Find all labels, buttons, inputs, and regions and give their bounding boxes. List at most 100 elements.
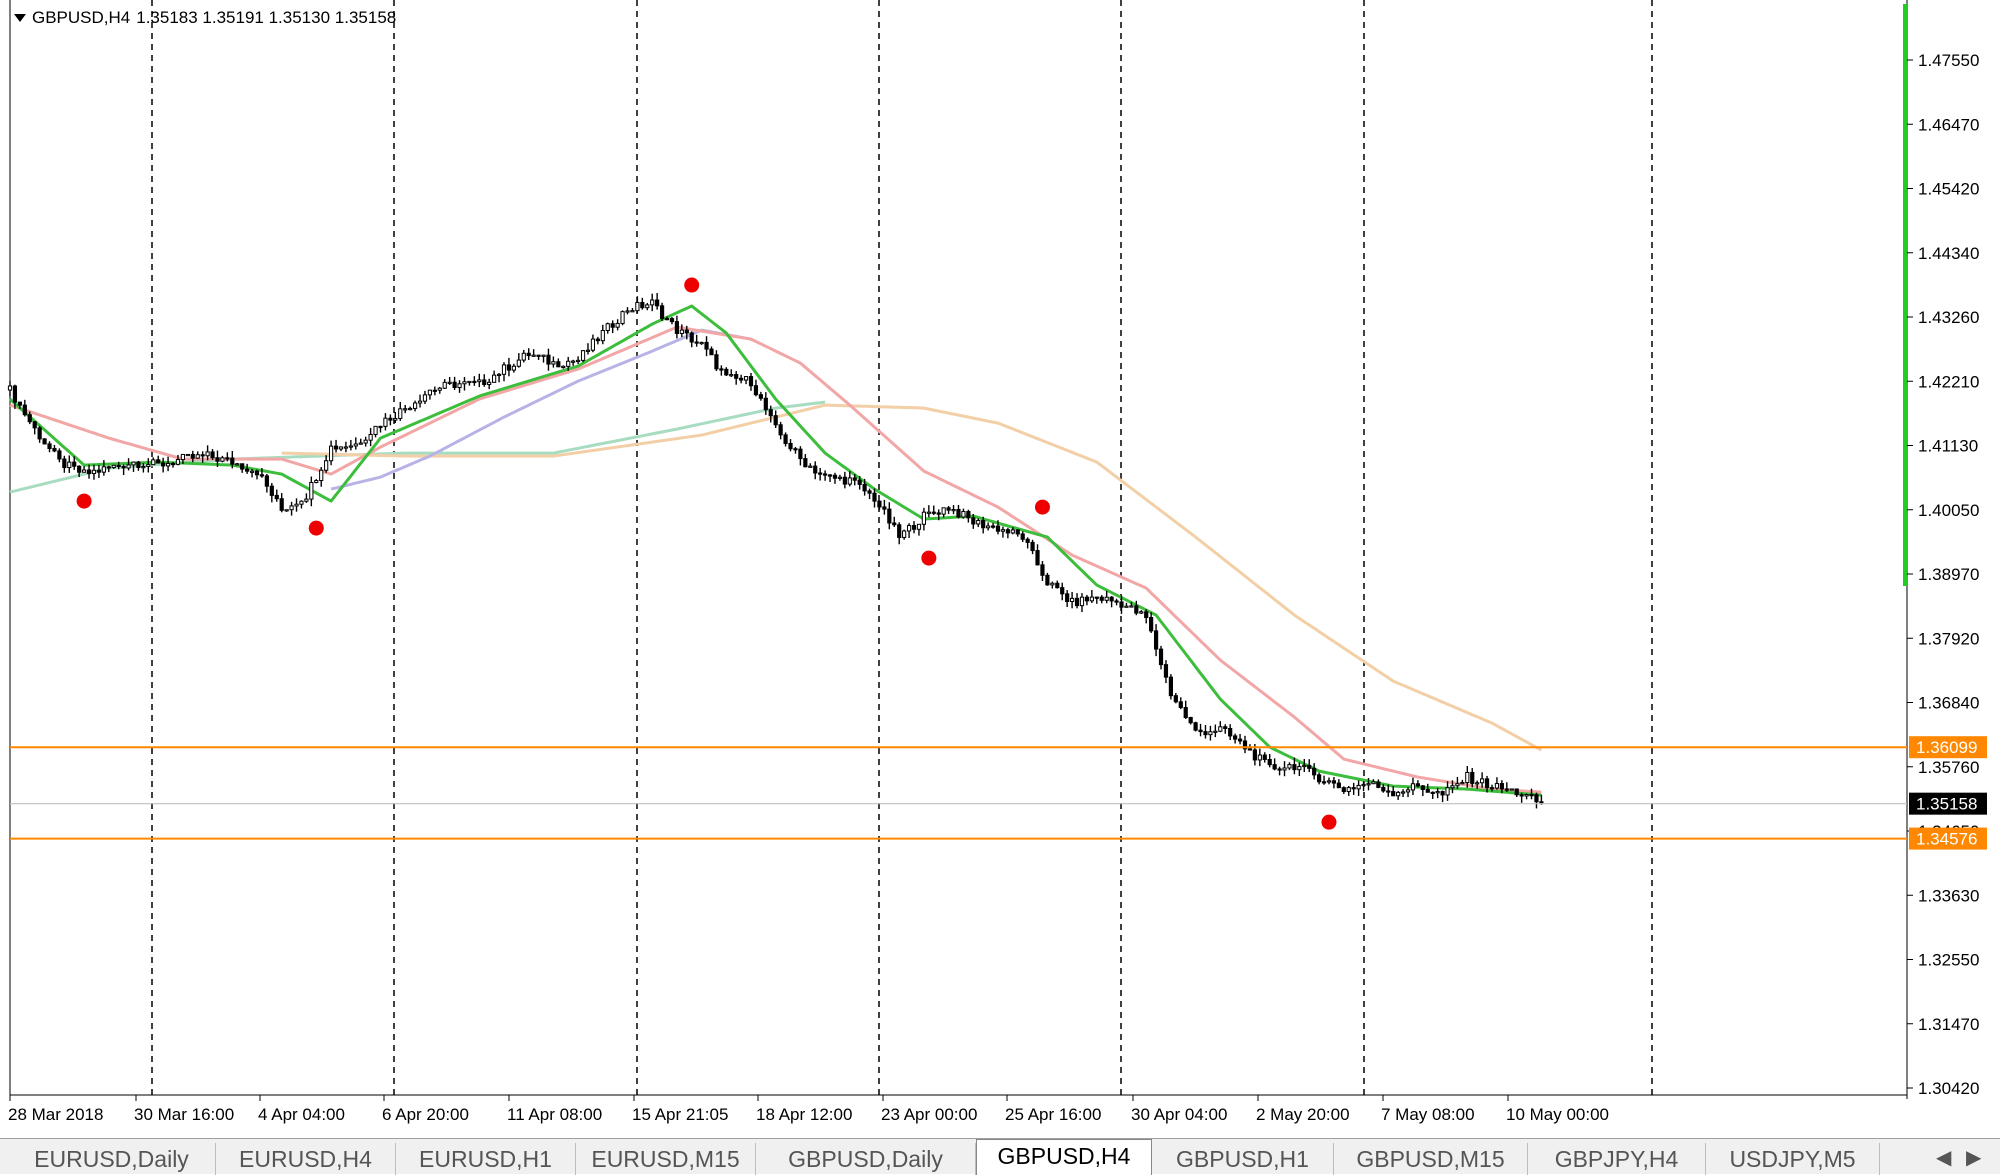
candle	[655, 293, 660, 310]
candle-body-bull	[941, 507, 946, 515]
candle-body-bear	[694, 341, 699, 344]
collapse-arrow-icon[interactable]	[14, 14, 26, 22]
candle-body-bull	[467, 380, 472, 384]
candle	[946, 505, 951, 514]
candle-body-bull	[329, 445, 334, 462]
candle-body-bull	[625, 310, 630, 313]
candle-body-bear	[1193, 722, 1198, 731]
candle	[1539, 794, 1544, 805]
chart-tab[interactable]: GBPJPY,H4	[1528, 1143, 1706, 1175]
chart-tab[interactable]: GBPUSD,Daily	[756, 1143, 976, 1175]
candle-body-bear	[1386, 790, 1391, 793]
candle-body-bear	[1163, 664, 1169, 678]
candle	[753, 379, 759, 397]
arrow-left-icon[interactable]: ◀	[1936, 1147, 1952, 1169]
candle	[931, 505, 936, 516]
chart-tab[interactable]: EURUSD,H4	[216, 1143, 396, 1175]
time-tick-label: 7 May 08:00	[1381, 1105, 1475, 1124]
candle	[1514, 788, 1519, 797]
candle	[1010, 527, 1015, 535]
candle-body-bull	[358, 442, 363, 445]
candle	[1228, 724, 1233, 741]
price-chart-canvas[interactable]: 1.47550 1.46470 1.45420 1.44340 1.43260 1.422…	[0, 0, 2000, 1138]
candle	[67, 455, 72, 473]
candle-body-bear	[892, 522, 897, 526]
candle-body-bear	[1084, 596, 1090, 602]
candle	[1297, 762, 1302, 776]
ohlc-values: 1.35183 1.35191 1.35130 1.35158	[136, 8, 397, 27]
candle	[566, 356, 571, 371]
candle-body-bear	[1030, 541, 1035, 552]
candle	[1074, 593, 1080, 609]
time-tick-label: 25 Apr 16:00	[1005, 1105, 1101, 1124]
candle-body-bear	[1040, 564, 1045, 576]
time-tick-label: 30 Mar 16:00	[134, 1105, 234, 1124]
candle	[580, 349, 586, 363]
chart-tab[interactable]: EURUSD,H1	[396, 1143, 576, 1175]
chart-tab[interactable]: GBPUSD,H4	[976, 1139, 1152, 1175]
candle-body-bull	[91, 469, 97, 475]
candle	[526, 348, 531, 360]
candle	[467, 380, 472, 386]
chart-tab[interactable]: USDJPY,M5	[1706, 1143, 1880, 1175]
candle	[210, 449, 215, 460]
candle	[1119, 595, 1124, 614]
candle-body-bull	[353, 443, 358, 447]
chart-tab[interactable]: EURUSD,Daily	[8, 1143, 216, 1175]
candle	[319, 467, 324, 487]
candle-body-bull	[1509, 788, 1514, 791]
candle	[1040, 560, 1045, 582]
candle-body-bear	[506, 364, 512, 371]
arrow-right-icon[interactable]: ▶	[1966, 1147, 1982, 1169]
candle-body-bull	[566, 360, 571, 367]
candle	[72, 456, 77, 470]
candle-body-bull	[1494, 783, 1500, 789]
chart-tab[interactable]: GBPUSD,M15	[1334, 1143, 1528, 1175]
candle	[956, 504, 961, 519]
candle	[452, 376, 457, 390]
candle	[1134, 600, 1139, 616]
price-tick-label: 1.36840	[1918, 694, 1979, 713]
chart-tab[interactable]: GBPUSD,H1	[1152, 1143, 1334, 1175]
candle-body-bull	[131, 461, 136, 466]
candle	[1366, 778, 1371, 791]
candle-body-bull	[1445, 787, 1450, 796]
candle-body-bull	[1010, 529, 1015, 534]
candle	[77, 465, 82, 478]
chart-tab[interactable]: EURUSD,M15	[576, 1143, 756, 1175]
chart-window[interactable]: 1.47550 1.46470 1.45420 1.44340 1.43260 1.422…	[0, 0, 2000, 1138]
candle-body-bull	[679, 329, 684, 334]
candle-body-bull	[151, 459, 156, 466]
candle-body-bear	[27, 414, 32, 423]
candle	[936, 509, 941, 521]
candle	[986, 522, 991, 531]
candle	[906, 523, 912, 539]
candle-body-bear	[1376, 781, 1381, 788]
level-price-badge	[1909, 827, 1987, 850]
candle-body-bear	[689, 332, 694, 343]
candle	[32, 421, 37, 435]
candle	[1070, 591, 1075, 609]
candle	[215, 450, 220, 467]
candle-body-bull	[1129, 605, 1134, 608]
candle-body-bull	[437, 387, 442, 391]
candle	[1405, 787, 1411, 798]
time-tick-label: 28 Mar 2018	[8, 1105, 103, 1124]
candle	[501, 362, 507, 382]
candle-body-bear	[536, 354, 541, 357]
candle-body-bull	[1396, 791, 1401, 797]
candle-body-bear	[37, 427, 42, 440]
candle	[190, 450, 195, 463]
candle-body-bull	[576, 359, 581, 363]
candle-body-bear	[1055, 582, 1060, 589]
candle-body-bear	[1267, 758, 1272, 766]
price-tick-label: 1.46470	[1918, 115, 1979, 134]
candle	[832, 472, 838, 484]
candle-body-bull	[645, 304, 650, 309]
candle-body-bear	[245, 468, 250, 472]
current-price-badge	[1909, 792, 1987, 815]
candle	[185, 453, 190, 457]
candle	[432, 386, 437, 396]
candle-body-bull	[67, 461, 72, 469]
candle	[1233, 733, 1238, 744]
